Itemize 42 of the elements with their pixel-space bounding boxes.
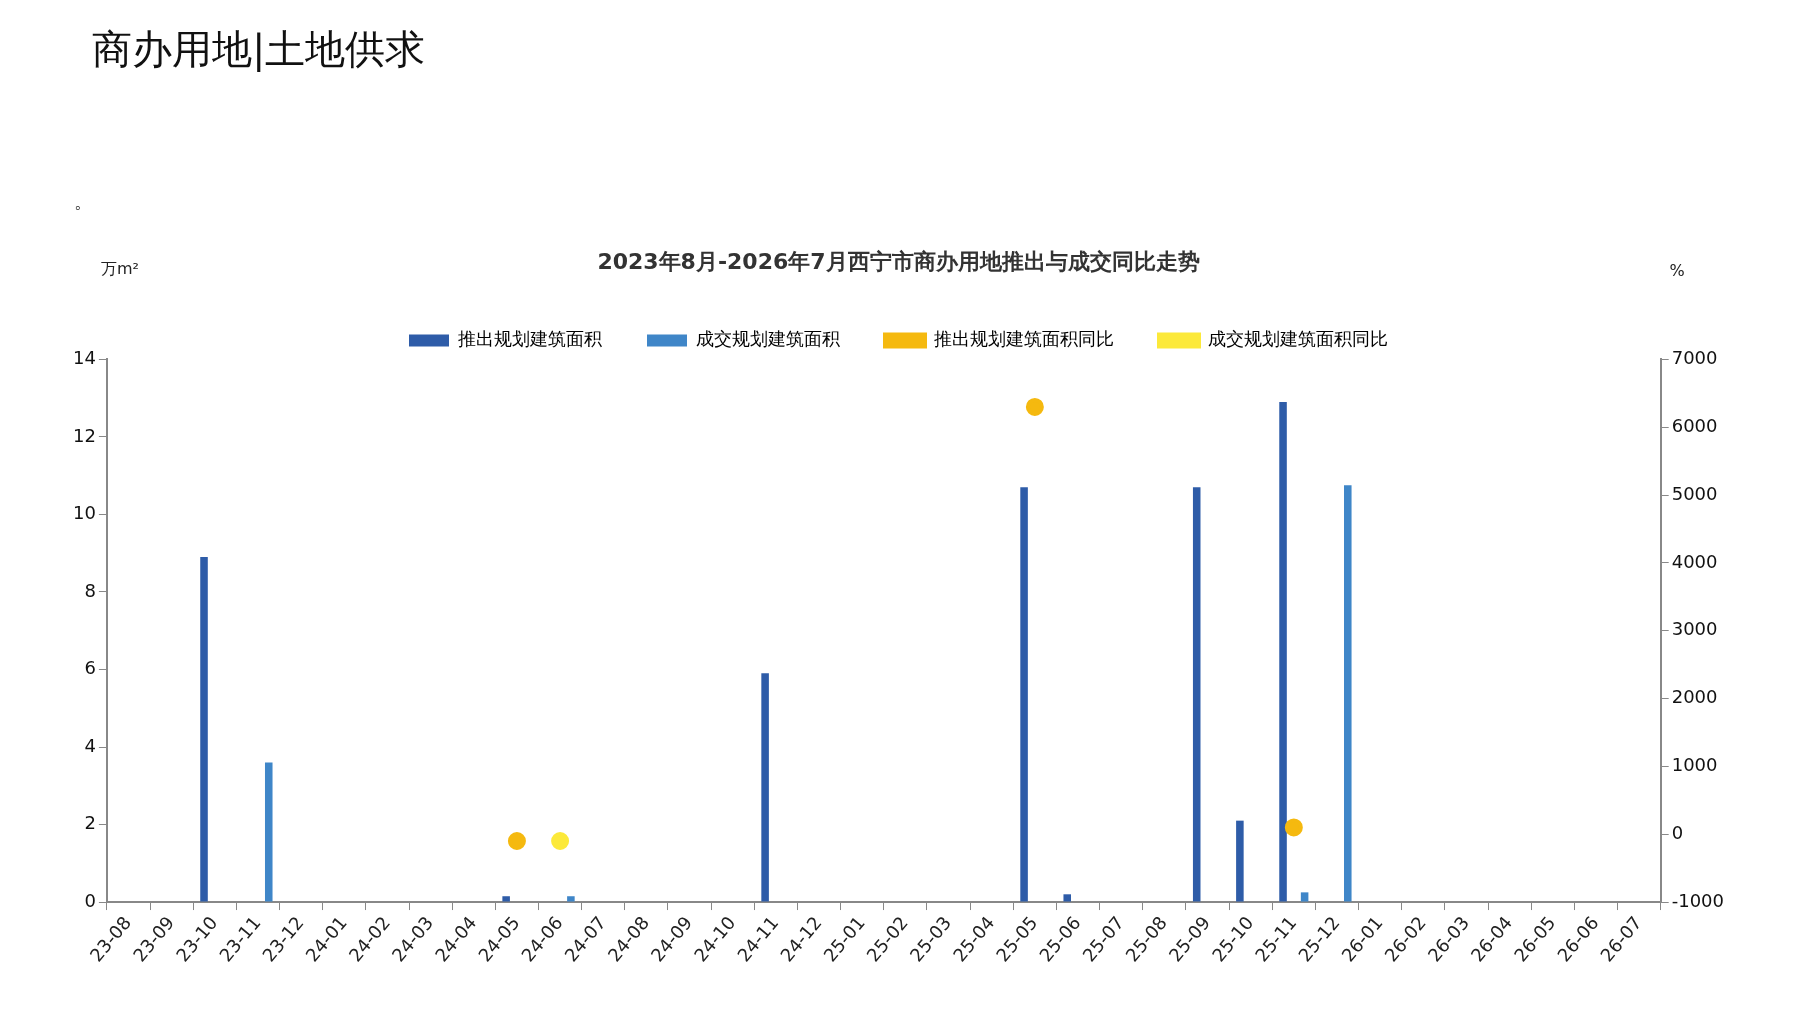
y2-tick-label: 3000 [1671,618,1718,640]
y2-tick-label: 0 [1671,821,1684,843]
y-tick-label: 8 [84,579,96,601]
y2-tick-label: 4000 [1671,550,1718,572]
point [507,832,526,850]
bar [264,762,273,902]
y-tick-label: 14 [73,347,96,369]
y-tick-label: 4 [84,734,96,756]
point [551,832,570,850]
y2-axis-title: % [1669,261,1685,281]
y-axis-title: 万m² [101,259,139,279]
text: 商办用地|土地供求 [92,25,426,74]
text: 。 [74,190,92,214]
y2-tick-label: 5000 [1671,482,1718,504]
legend-label: 推出规划建筑面积 [458,328,602,350]
bar [567,896,575,902]
y-tick-label: 2 [84,812,96,834]
legend-label: 成交规划建筑面积 [696,328,840,350]
bar [502,896,510,902]
bar [200,557,208,902]
y2-tick-label: 2000 [1671,686,1718,708]
bar [1236,820,1244,902]
y2-tick-label: 1000 [1671,754,1718,776]
chart-title: 2023年8月-2026年7月西宁市商办用地推出与成交同比走势 [597,248,1200,274]
bar [1063,894,1072,902]
y-tick-label: 10 [73,502,96,524]
point [1284,818,1303,837]
bar [1192,487,1201,902]
y-tick-label: 0 [84,889,96,911]
y-tick-label: 6 [84,657,96,679]
bar [761,673,769,902]
legend-label: 推出规划建筑面积同比 [934,328,1114,350]
y2-tick-label: -1000 [1671,889,1725,911]
y-tick-label: 12 [73,424,96,446]
bar [1300,892,1309,902]
bar [1344,485,1352,902]
bar [1020,487,1028,902]
legend-label: 成交规划建筑面积同比 [1208,328,1388,350]
y2-tick-label: 6000 [1671,414,1718,436]
y2-tick-label: 7000 [1671,347,1718,369]
bar [1279,402,1287,902]
point [1025,397,1044,416]
